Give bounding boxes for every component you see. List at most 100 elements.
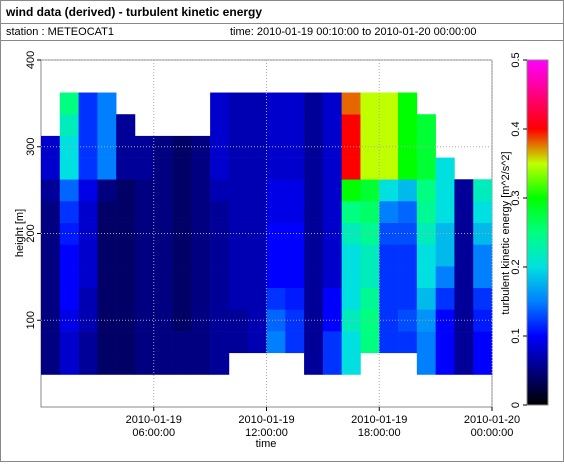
heatmap-cell — [41, 200, 61, 223]
heatmap-cell — [322, 179, 342, 202]
heatmap-cell — [153, 287, 173, 310]
heatmap-cell — [435, 157, 455, 180]
heatmap-cell — [41, 352, 61, 375]
heatmap-cell — [41, 266, 61, 289]
heatmap-cell — [116, 352, 136, 375]
heatmap-cell — [134, 222, 155, 245]
heatmap-cell — [322, 266, 342, 289]
heatmap-cell — [97, 179, 117, 202]
heatmap-cell — [379, 92, 399, 115]
heatmap-cell — [266, 331, 286, 354]
colorbar-tick-label: 0 — [510, 402, 522, 408]
heatmap-cell — [322, 287, 342, 310]
heatmap-cell — [41, 331, 61, 354]
heatmap-cell — [228, 287, 249, 310]
heatmap-cell — [360, 179, 380, 202]
y-tick-label: 300 — [25, 138, 37, 156]
heatmap-cell — [473, 331, 493, 354]
heatmap-cell — [191, 287, 211, 310]
heatmap-cell — [379, 135, 399, 158]
heatmap-cell — [454, 352, 474, 375]
heatmap-cell — [398, 157, 418, 180]
heatmap-cell — [360, 157, 380, 180]
heatmap-cell — [116, 287, 136, 310]
heatmap-cell — [322, 92, 342, 115]
heatmap-cell — [304, 266, 324, 289]
heatmap-cell — [59, 222, 79, 245]
y-tick-label: 200 — [25, 224, 37, 242]
colorbar-tick-label: 0.5 — [510, 52, 522, 67]
x-tick-label: 2010-01-19 12:00:00 — [238, 414, 294, 439]
heatmap-cell — [416, 200, 436, 223]
heatmap-cell — [473, 179, 493, 202]
heatmap-cell — [266, 222, 286, 245]
heatmap-cell — [210, 244, 230, 267]
heatmap-cell — [285, 114, 305, 137]
heatmap-cell — [247, 266, 267, 289]
heatmap-cell — [116, 266, 136, 289]
heatmap-cell — [341, 266, 361, 289]
heatmap-cell — [78, 114, 98, 137]
heatmap-cell — [398, 114, 418, 137]
heatmap-cell — [116, 200, 136, 223]
heatmap-cell — [285, 309, 305, 332]
heatmap-cell — [210, 266, 230, 289]
heatmap-cell — [304, 179, 324, 202]
heatmap-cell — [416, 114, 436, 137]
heatmap-cell — [116, 114, 136, 137]
heatmap-cell — [116, 244, 136, 267]
heatmap-cell — [416, 352, 436, 375]
heatmap-cell — [210, 222, 230, 245]
chart-title: wind data (derived) - turbulent kinetic … — [5, 5, 262, 19]
heatmap-cell — [59, 266, 79, 289]
heatmap-cell — [304, 352, 324, 375]
heatmap-cell — [247, 179, 267, 202]
heatmap-cell — [266, 92, 286, 115]
y-tick-label: 100 — [25, 311, 37, 329]
heatmap-cell — [228, 92, 249, 115]
heatmap-cell — [285, 200, 305, 223]
heatmap-cell — [59, 92, 79, 115]
heatmap-cell — [78, 135, 98, 158]
heatmap-cell — [341, 309, 361, 332]
heatmap-cell — [379, 287, 399, 310]
heatmap-cell — [247, 157, 267, 180]
heatmap-cell — [341, 352, 361, 375]
heatmap-cell — [304, 114, 324, 137]
heatmap-cell — [116, 179, 136, 202]
heatmap-cell — [134, 135, 155, 158]
heatmap-cell — [78, 266, 98, 289]
heatmap-cell — [97, 352, 117, 375]
heatmap-cell — [97, 157, 117, 180]
heatmap-cell — [41, 179, 61, 202]
heatmap-cell — [266, 200, 286, 223]
y-axis-label: height [m] — [14, 209, 26, 257]
heatmap-cell — [78, 200, 98, 223]
heatmap-cell — [454, 200, 474, 223]
heatmap-cell — [172, 179, 192, 202]
heatmap-cell — [416, 266, 436, 289]
heatmap-cell — [416, 244, 436, 267]
heatmap-cell — [59, 157, 79, 180]
heatmap-cell — [398, 244, 418, 267]
heatmap-cell — [266, 179, 286, 202]
heatmap-cell — [435, 352, 455, 375]
heatmap-cell — [59, 135, 79, 158]
heatmap-cell — [153, 222, 173, 245]
heatmap-cell — [360, 244, 380, 267]
heatmap-cell — [191, 352, 211, 375]
heatmap-cell — [228, 309, 249, 332]
colorbar-tick-label: 0.2 — [510, 259, 522, 274]
heatmap-cell — [41, 287, 61, 310]
heatmap-cell — [78, 352, 98, 375]
heatmap-cell — [322, 331, 342, 354]
heatmap-cell — [304, 200, 324, 223]
heatmap-cell — [228, 200, 249, 223]
heatmap-cell — [134, 287, 155, 310]
heatmap-cell — [360, 266, 380, 289]
heatmap-cell — [379, 222, 399, 245]
heatmap-cell — [360, 309, 380, 332]
heatmap-cell — [59, 352, 79, 375]
heatmap-cell — [341, 222, 361, 245]
heatmap-cell — [304, 135, 324, 158]
